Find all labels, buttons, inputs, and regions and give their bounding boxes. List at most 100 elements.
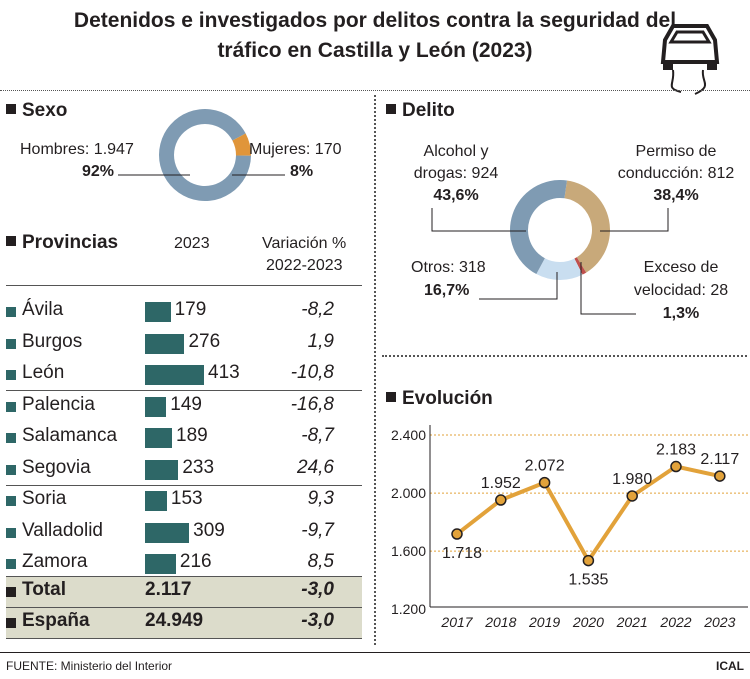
hombres-pct: 92%: [82, 163, 115, 180]
total-name: Total: [22, 579, 66, 600]
mujeres-slice: [232, 133, 251, 156]
source: FUENTE: Ministerio del Interior: [6, 659, 173, 673]
delito-donut: [510, 180, 610, 280]
provincias-heading: Provincias: [6, 232, 118, 254]
province-marker: [6, 338, 16, 349]
alcohol-label-1: Alcohol y: [423, 143, 489, 160]
province-value: 309: [193, 519, 225, 541]
province-variation: -16,8: [290, 393, 334, 415]
province-bar: [145, 365, 205, 385]
province-name: Segovia: [22, 456, 91, 478]
province-value: 216: [179, 551, 212, 572]
data-label: 2.072: [525, 458, 565, 475]
province-variation: -8,2: [301, 299, 334, 320]
y-tick-label: 1.600: [391, 543, 426, 559]
province-variation: -9,7: [301, 519, 334, 541]
data-point: [451, 528, 463, 540]
province-bar: [145, 459, 179, 480]
data-label: 1.952: [481, 475, 521, 492]
espana-name: España: [22, 610, 90, 631]
province-name: Soria: [22, 488, 67, 509]
province-name: Valladolid: [22, 519, 103, 541]
espana-row: España 24.949 -3,0: [6, 608, 362, 638]
province-variation: 1,9: [307, 330, 334, 352]
divider: [382, 355, 747, 357]
province-name: León: [22, 362, 65, 383]
province-row: Valladolid 309 -9,7: [6, 518, 362, 548]
y-tick-label: 1.200: [391, 601, 426, 617]
permiso-label-1: Permiso de: [635, 143, 717, 160]
province-bar: [145, 491, 167, 511]
province-row: Burgos 276 1,9: [6, 329, 362, 359]
province-value: 233: [182, 456, 215, 478]
hombres-slice: [159, 109, 251, 202]
exceso-slice: [574, 257, 587, 275]
province-marker: [6, 307, 16, 317]
province-variation: -8,7: [301, 425, 334, 446]
province-marker: [6, 496, 16, 506]
data-point: [626, 490, 638, 502]
province-bar: [145, 428, 173, 448]
otros-label: Otros: 318: [411, 259, 486, 276]
province-value: 413: [208, 362, 240, 383]
car-icon: [660, 24, 720, 95]
data-label: 2.183: [656, 442, 696, 459]
province-variation: 9,3: [307, 488, 334, 509]
x-tick-label: 2021: [616, 614, 648, 630]
province-name: Zamora: [22, 551, 88, 572]
otros-slice: [536, 258, 583, 280]
province-marker: [6, 464, 16, 475]
province-row: Palencia 149 -16,8: [6, 392, 362, 422]
x-tick-label: 2023: [703, 614, 735, 630]
data-point: [714, 470, 726, 482]
mujeres-label: Mujeres: 170: [249, 141, 342, 158]
province-marker: [6, 370, 16, 380]
exceso-label-2: velocidad: 28: [633, 282, 729, 299]
total-var: -3,0: [301, 579, 334, 600]
delito-leaders: [431, 208, 669, 315]
divider: [374, 95, 376, 645]
province-marker: [6, 401, 16, 412]
province-variation: 24,6: [297, 456, 334, 478]
x-tick-label: 2017: [440, 614, 473, 630]
espana-var: -3,0: [301, 610, 334, 631]
y-tick-label: 2.400: [391, 427, 426, 443]
permiso-label-2: conducción: 812: [617, 165, 735, 182]
province-marker: [6, 527, 16, 538]
province-variation: 8,5: [307, 551, 334, 572]
x-tick-label: 2018: [484, 614, 516, 630]
data-point: [495, 494, 507, 506]
alcohol-slice: [510, 180, 567, 275]
province-value: 179: [174, 299, 207, 320]
province-name: Salamanca: [22, 425, 118, 446]
mujeres-pct: 8%: [290, 163, 314, 180]
hombres-label: Hombres: 1.947: [20, 141, 134, 158]
alcohol-label-2: drogas: 924: [413, 165, 499, 182]
total-value: 2.117: [145, 579, 192, 600]
sexo-donut: [159, 109, 251, 202]
evolucion-heading: Evolución: [386, 388, 493, 410]
province-variation: -10,8: [290, 362, 334, 383]
province-name: Palencia: [22, 393, 95, 415]
province-row: Segovia 233 24,6: [6, 455, 362, 485]
evolucion-line-chart: 2.400 2.000 1.600 1.200 1.718 2017 1.952 2018 2.…: [391, 425, 748, 630]
province-marker: [6, 433, 16, 443]
data-point: [538, 476, 551, 489]
total-row: Total 2.117 -3,0: [6, 577, 362, 607]
province-bar: [145, 333, 185, 354]
province-row: Salamanca 189 -8,7: [6, 423, 362, 453]
province-value: 149: [170, 393, 202, 415]
province-row: León 413 -10,8: [6, 360, 362, 390]
province-bar: [145, 302, 171, 322]
exceso-pct: 1,3%: [662, 305, 700, 322]
divider: [0, 90, 750, 91]
permiso-pct: 38,4%: [653, 187, 699, 204]
data-point: [670, 460, 682, 473]
page-title: Detenidos e investigados por delitos con…: [73, 9, 677, 62]
data-label: 1.535: [568, 572, 608, 589]
x-tick-label: 2020: [572, 614, 604, 630]
otros-pct: 16,7%: [424, 282, 470, 299]
alcohol-pct: 43,6%: [433, 187, 479, 204]
sexo-leaders: [118, 174, 285, 176]
